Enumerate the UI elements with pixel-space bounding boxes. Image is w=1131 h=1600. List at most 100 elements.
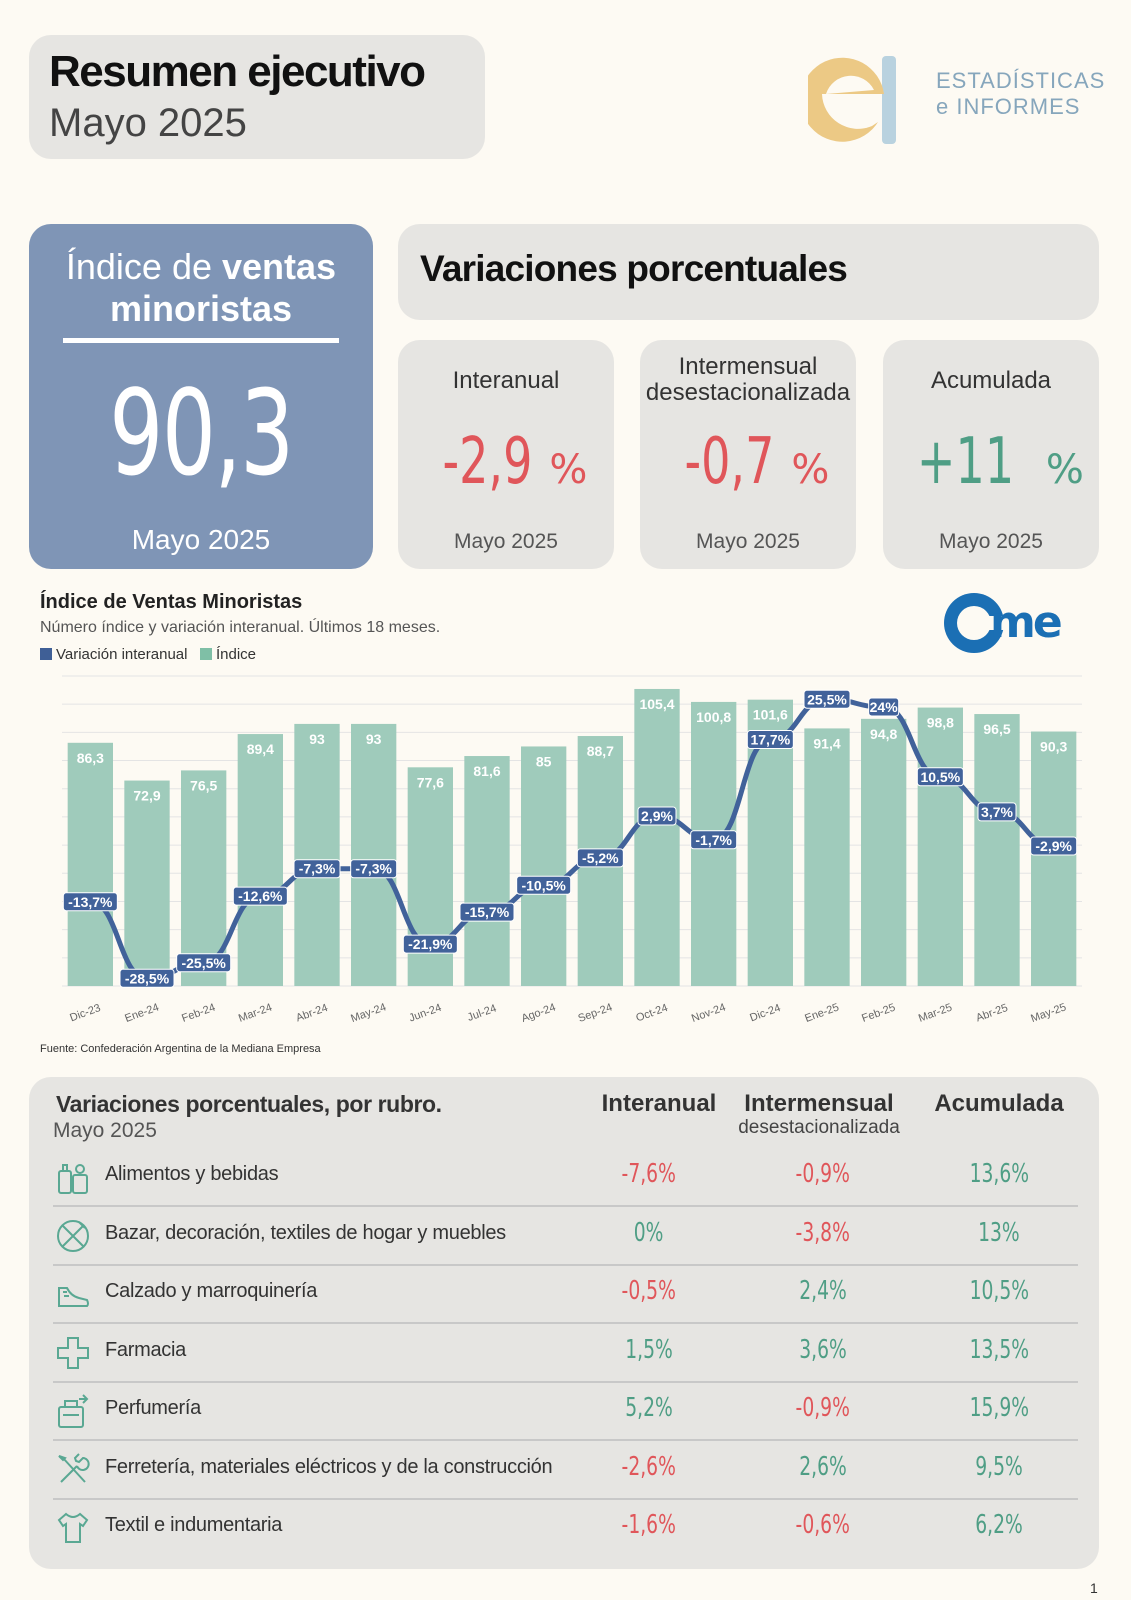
row-label: Alimentos y bebidas (105, 1163, 279, 1185)
variation-label: -12,6% (238, 888, 283, 904)
estadisticas-logo: ESTADÍSTICAS e INFORMES (808, 50, 1120, 160)
row-value-interanual: -2,6% (579, 1452, 719, 1482)
logo-e-icon (808, 56, 896, 144)
bar-label: 94,8 (870, 726, 897, 742)
variation-point (803, 689, 851, 709)
bar-label: 90,3 (1040, 739, 1067, 755)
x-tick-label: Nov-24 (690, 1001, 727, 1024)
column-header-interanual: Interanual (601, 1090, 717, 1117)
row-value-acumulada: 13% (929, 1218, 1069, 1248)
variation-point (62, 892, 118, 912)
column-header-acumulada: Acumulada (934, 1090, 1064, 1117)
row-value-text: 13,6% (969, 1159, 1029, 1189)
variation-card-value: +11 % (883, 425, 1099, 499)
variation-label: 10,5% (920, 769, 960, 785)
food-icon (58, 1164, 88, 1194)
x-tick-label: Dic-24 (748, 1002, 782, 1024)
bar-index (124, 780, 170, 986)
row-value-intermensual: -3,8% (753, 1218, 893, 1248)
column-header-intermensual-sub: desestacionalizada (738, 1117, 900, 1138)
row-value-interanual: -7,6% (579, 1159, 719, 1189)
chart-subtitle: Número índice y variación interanual. Úl… (40, 619, 441, 636)
row-value-intermensual: 3,6% (753, 1335, 893, 1365)
bar-label: 89,4 (247, 741, 274, 757)
x-tick-label: Abr-24 (294, 1002, 329, 1025)
variation-point (176, 953, 232, 973)
variation-value-unit: % (549, 447, 588, 493)
index-title-plain: Índice de (65, 246, 223, 287)
row-label: Calzado y marroquinería (105, 1280, 318, 1302)
perfume-icon (58, 1394, 89, 1428)
bar-label: 91,4 (813, 735, 840, 751)
row-value-text: -7,6% (621, 1159, 677, 1189)
bar-label: 86,3 (77, 750, 104, 766)
row-value-acumulada: 13,6% (929, 1159, 1069, 1189)
variation-label: -7,3% (299, 861, 336, 877)
variation-label: -2,9% (1035, 838, 1072, 854)
table-row: Perfumería 5,2% -0,9% 15,9% (53, 1381, 1078, 1441)
bar-label: 76,5 (190, 777, 217, 793)
index-value: 90,3 (109, 364, 294, 502)
variations-header-title: Variaciones porcentuales (420, 248, 848, 289)
row-value-interanual: 1,5% (579, 1335, 719, 1365)
bar-label: 101,6 (753, 707, 788, 723)
row-value-text: 1,5% (625, 1334, 673, 1365)
sector-table: Variaciones porcentuales, por rubro. May… (29, 1077, 1099, 1569)
row-value-text: 5,2% (625, 1393, 673, 1423)
shirt-icon (57, 1512, 89, 1543)
variation-point (119, 968, 175, 988)
row-value-interanual: -1,6% (579, 1510, 719, 1540)
variation-label: -10,5% (521, 877, 566, 893)
variation-value-number: -0,7 (684, 425, 774, 499)
legend-swatch-index (200, 648, 212, 660)
variation-point (576, 848, 624, 868)
bar-label: 77,6 (417, 774, 444, 790)
variation-value-unit: % (1033, 447, 1084, 493)
bar-label: 93 (366, 731, 382, 747)
x-tick-label: Oct-24 (634, 1002, 669, 1025)
bar-index (974, 714, 1020, 986)
bar-index (521, 746, 567, 986)
table-row: Alimentos y bebidas -7,6% -0,9% 13,6% (53, 1147, 1078, 1207)
variation-card-title: Interanual (452, 367, 560, 394)
shoe-icon (58, 1287, 89, 1307)
bar-index (351, 723, 397, 986)
row-value-intermensual: -0,9% (753, 1159, 893, 1189)
variation-point (690, 830, 738, 850)
bar-index (67, 742, 113, 986)
x-tick-label: Mar-25 (917, 1002, 954, 1025)
row-value-text: -0,9% (795, 1159, 851, 1189)
table-row: Ferretería, materiales eléctricos y de l… (53, 1440, 1078, 1500)
row-value-text: 9,5% (975, 1451, 1023, 1482)
row-value-interanual: 5,2% (579, 1393, 719, 1423)
x-tick-label: Mar-24 (237, 1002, 274, 1025)
title-box: Resumen ejecutivo Mayo 2025 (29, 35, 485, 159)
index-divider (63, 338, 339, 343)
row-value-text: 13,5% (969, 1334, 1029, 1365)
row-value-acumulada: 15,9% (929, 1393, 1069, 1423)
variation-card-period: Mayo 2025 (454, 530, 558, 553)
bazar-icon (57, 1219, 89, 1252)
variation-label: 2,9% (641, 808, 673, 824)
row-value-text: -3,8% (795, 1217, 851, 1248)
variation-card-acumulada: Acumulada +11 % Mayo 2025 (883, 340, 1099, 569)
x-tick-label: Sep-24 (577, 1001, 614, 1024)
row-value-intermensual: 2,4% (753, 1276, 893, 1306)
page-number: 1 (1090, 1580, 1098, 1596)
row-value-acumulada: 9,5% (929, 1452, 1069, 1482)
row-label: Bazar, decoración, textiles de hogar y m… (105, 1221, 506, 1244)
page-title: Resumen ejecutivo (49, 47, 426, 96)
table-row: Bazar, decoración, textiles de hogar y m… (53, 1206, 1078, 1266)
variation-card-value: -0,7% (640, 425, 856, 499)
variation-card-period: Mayo 2025 (939, 530, 1043, 553)
variation-point (350, 859, 398, 879)
x-tick-label: May-24 (349, 1001, 388, 1025)
x-tick-label: Ene-25 (803, 1001, 840, 1024)
bar-index (237, 734, 283, 986)
row-value-intermensual: -0,6% (753, 1510, 893, 1540)
variation-card-interanual: Interanual -2,9% Mayo 2025 (398, 340, 614, 569)
row-label: Textil e indumentaria (105, 1514, 283, 1536)
pharmacy-cross-icon (57, 1336, 89, 1369)
variation-point (977, 802, 1017, 822)
x-tick-label: Jul-24 (466, 1002, 498, 1024)
